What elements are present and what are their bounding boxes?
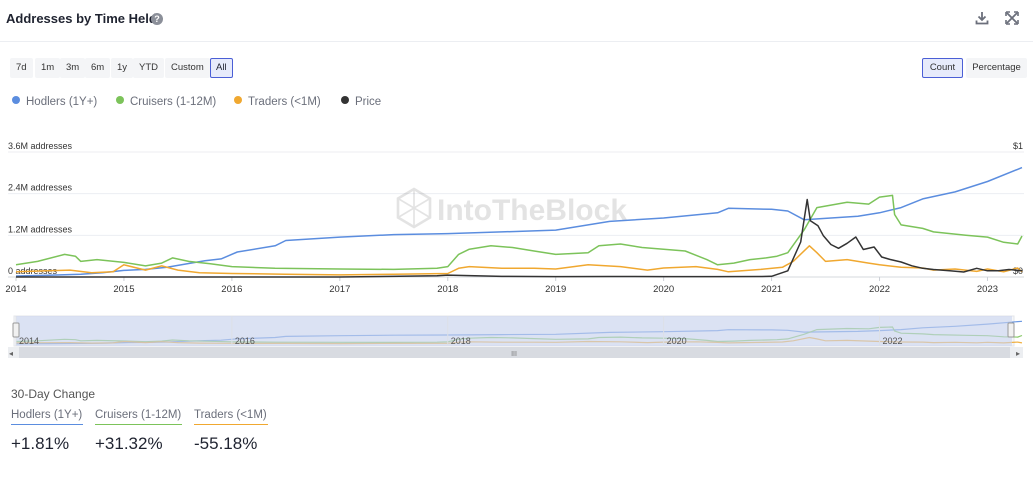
change-item-cruisers: Cruisers (1-12M) +31.32%	[95, 409, 182, 454]
change-item-traders: Traders (<1M) -55.18%	[194, 409, 268, 454]
x-tick-label: 2015	[113, 284, 134, 295]
navigator-scroll-thumb[interactable]	[19, 347, 1010, 358]
range-button-custom[interactable]: Custom	[165, 58, 210, 78]
change-label: Traders (<1M)	[194, 409, 267, 421]
help-icon[interactable]: ?	[151, 13, 163, 25]
range-button-7d[interactable]: 7d	[10, 58, 33, 78]
x-tick-label: 2018	[437, 284, 458, 295]
x-tick-label: 2016	[221, 284, 242, 295]
x-tick-label: 2014	[5, 284, 26, 295]
navigator-left-handle[interactable]	[12, 322, 20, 338]
navigator-tick-label: 2020	[667, 336, 687, 346]
fullscreen-icon[interactable]	[1004, 10, 1020, 26]
change-label: Hodlers (1Y+)	[11, 409, 83, 421]
legend-item-price[interactable]: Price	[341, 96, 381, 108]
x-tick-label: 2022	[869, 284, 890, 295]
change-value: +31.32%	[95, 434, 163, 453]
watermark-logo-icon	[396, 187, 432, 229]
series-line-2	[15, 245, 1023, 276]
legend-dot-icon	[234, 96, 242, 104]
scroll-grip-icon: III	[511, 351, 517, 358]
legend-item-cruisers[interactable]: Cruisers (1-12M)	[116, 96, 216, 108]
legend-item-traders[interactable]: Traders (<1M)	[234, 96, 321, 108]
navigator-tick-label: 2018	[451, 336, 471, 346]
change-underline	[11, 424, 83, 425]
legend-item-hodlers[interactable]: Hodlers (1Y+)	[12, 96, 97, 108]
watermark-text: IntoTheBlock	[437, 194, 627, 227]
change-value: +1.81%	[11, 434, 70, 453]
range-button-1y[interactable]: 1y	[111, 58, 134, 78]
y-tick-label: 3.6M addresses	[8, 141, 73, 151]
right-y-tick-label: $1	[1013, 141, 1023, 151]
legend-dot-icon	[12, 96, 20, 104]
download-icon[interactable]	[974, 10, 990, 26]
navigator-axis: 2014 2016 2018 2020 2022	[15, 316, 903, 346]
legend-dot-icon	[341, 96, 349, 104]
x-tick-label: 2019	[545, 284, 566, 295]
x-tick-label: 2020	[653, 284, 674, 295]
series-line-1	[15, 194, 1023, 271]
x-tick-label: 2021	[761, 284, 782, 295]
range-button-3m[interactable]: 3m	[60, 58, 86, 78]
change-label: Cruisers (1-12M)	[95, 409, 182, 421]
series-line-3	[16, 198, 1023, 278]
navigator-tick-label: 2022	[883, 336, 903, 346]
scroll-left-arrow-icon[interactable]: ◂	[9, 349, 13, 358]
change-value: -55.18%	[194, 434, 258, 453]
range-button-1m[interactable]: 1m	[35, 58, 61, 78]
range-navigator[interactable]: 2014 2016 2018 2020 2022 ◂ ▸ III	[8, 315, 1023, 358]
x-tick-label: 2023	[977, 284, 998, 295]
change-item-hodlers: Hodlers (1Y+) +1.81%	[11, 409, 83, 454]
range-button-ytd[interactable]: YTD	[133, 58, 164, 78]
navigator-selection[interactable]	[16, 316, 1012, 346]
navigator-right-handle[interactable]	[1007, 322, 1015, 338]
y-tick-label: 1.2M addresses	[8, 224, 73, 234]
navigator-tick-label: 2016	[235, 336, 255, 346]
mode-button-count[interactable]: Count	[922, 58, 963, 78]
series-lines	[15, 166, 1023, 278]
y-tick-label: 2.4M addresses	[8, 183, 73, 193]
mode-button-percentage[interactable]: Percentage	[966, 58, 1027, 78]
watermark: IntoTheBlock	[396, 187, 627, 229]
scroll-right-arrow-icon[interactable]: ▸	[1016, 349, 1020, 358]
page-title: Addresses by Time Held	[6, 11, 157, 26]
navigator-tick-label: 2014	[19, 336, 39, 346]
range-button-all[interactable]: All	[210, 58, 233, 78]
range-button-6m[interactable]: 6m	[85, 58, 111, 78]
change-underline	[95, 424, 182, 425]
x-tick-label: 2017	[329, 284, 350, 295]
legend-dot-icon	[116, 96, 124, 104]
change-underline	[194, 424, 268, 425]
chart-header: Addresses by Time Held ?	[0, 0, 1033, 42]
change-section-title: 30-Day Change	[11, 387, 96, 401]
